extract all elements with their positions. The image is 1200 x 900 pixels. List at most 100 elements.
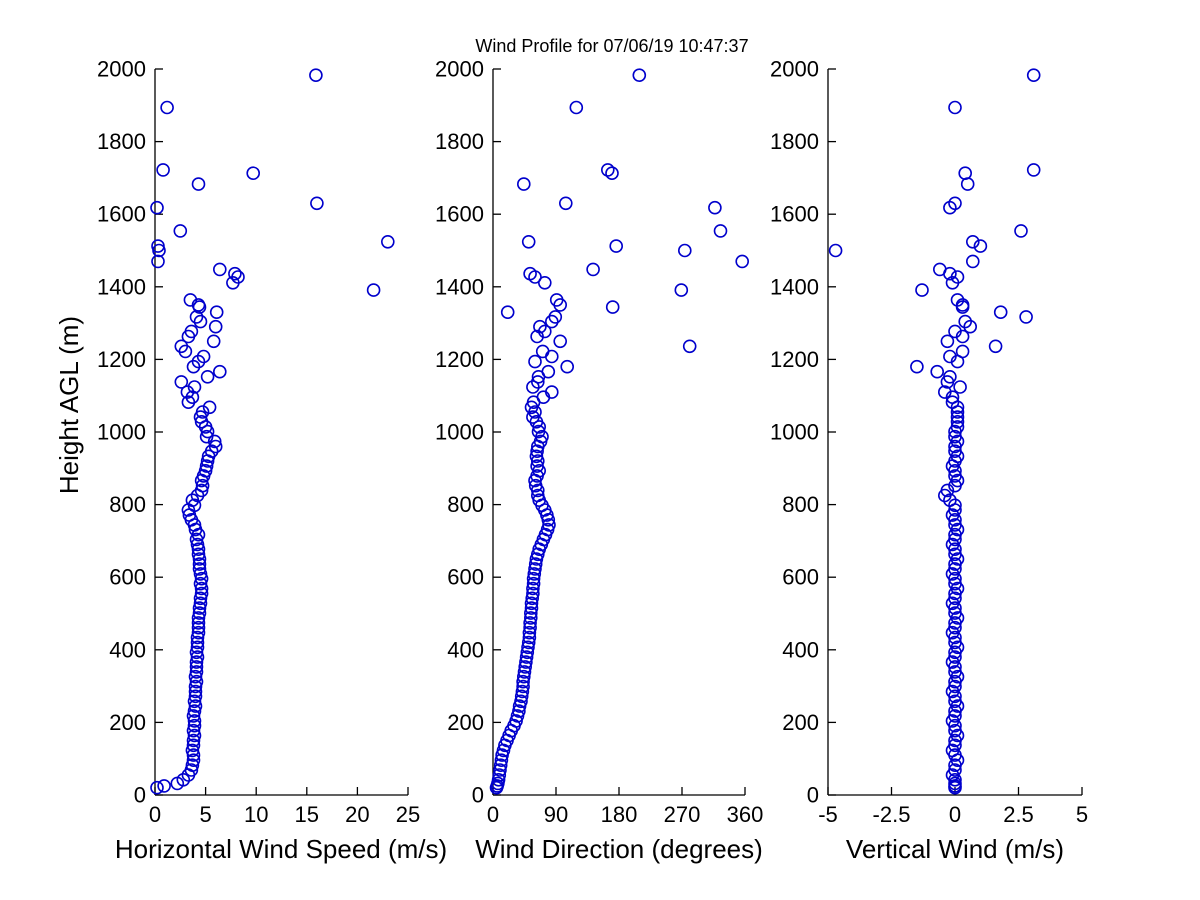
chart-title: Wind Profile for 07/06/19 10:47:37 <box>475 36 748 56</box>
data-point <box>191 354 206 369</box>
data-point <box>950 414 965 429</box>
data-point <box>948 498 962 513</box>
data-point <box>948 763 962 777</box>
data-point <box>493 758 508 773</box>
data-point <box>208 439 223 454</box>
y-axis-label: Height AGL (m) <box>54 316 84 494</box>
data-point <box>677 243 692 258</box>
data-point <box>948 469 962 483</box>
data-point <box>188 684 203 699</box>
data-point <box>192 562 207 576</box>
data-point <box>948 776 962 791</box>
data-point <box>735 254 750 269</box>
data-point <box>943 349 957 364</box>
y-tick-label: 1600 <box>770 202 819 227</box>
data-point <box>187 694 202 709</box>
data-point <box>156 163 170 177</box>
data-point <box>910 359 924 374</box>
data-point <box>558 196 573 211</box>
y-tick-label: 800 <box>109 492 146 517</box>
data-point <box>523 606 538 620</box>
data-point <box>184 324 199 339</box>
y-tick-label: 200 <box>447 710 484 735</box>
data-point <box>493 763 507 777</box>
y-tick-label: 1800 <box>435 129 484 154</box>
y-tick-label: 1600 <box>435 202 484 227</box>
data-point <box>173 224 188 238</box>
data-point <box>191 177 206 191</box>
data-point <box>185 390 200 405</box>
data-point <box>560 359 575 374</box>
data-point <box>194 581 209 596</box>
data-point <box>528 478 543 493</box>
data-point <box>151 239 165 253</box>
data-point <box>191 620 206 635</box>
data-point <box>187 728 202 743</box>
data-point <box>191 616 206 630</box>
x-tick-label: -2.5 <box>873 802 911 827</box>
data-point <box>948 532 962 547</box>
data-point <box>189 660 204 674</box>
data-point <box>190 650 205 664</box>
x-tick-label: 2.5 <box>1003 802 1034 827</box>
data-point <box>174 375 189 389</box>
y-tick-label: 2000 <box>770 57 819 82</box>
data-point <box>186 723 201 738</box>
data-point <box>191 547 206 562</box>
data-point <box>196 349 211 364</box>
y-tick-label: 1000 <box>97 420 146 445</box>
data-point <box>192 552 207 566</box>
data-point <box>586 262 600 277</box>
x-tick-label: 25 <box>396 802 420 827</box>
data-point <box>950 420 965 434</box>
x-tick-label: 0 <box>487 802 499 827</box>
y-tick-label: 400 <box>782 637 819 662</box>
x-tick-label: 180 <box>601 802 638 827</box>
data-point <box>948 665 962 679</box>
data-point <box>523 616 537 630</box>
data-point <box>533 319 547 334</box>
data-point <box>530 488 545 503</box>
data-point <box>186 738 201 753</box>
data-point <box>537 324 552 339</box>
data-point <box>943 369 957 384</box>
data-point <box>1019 310 1033 324</box>
data-point <box>194 571 209 586</box>
data-point <box>948 650 962 664</box>
data-point <box>526 571 541 586</box>
data-point <box>185 758 200 773</box>
data-point <box>524 596 539 611</box>
data-point <box>514 689 529 704</box>
data-point <box>519 655 533 669</box>
x-tick-label: 10 <box>244 802 268 827</box>
y-tick-label: 1400 <box>770 274 819 299</box>
data-point <box>491 772 506 787</box>
data-point <box>609 239 624 253</box>
y-tick-label: 1800 <box>97 129 146 154</box>
data-point <box>948 723 962 738</box>
y-tick-label: 600 <box>447 565 484 590</box>
data-point <box>310 196 324 211</box>
x-axis-label-wind-direction: Wind Direction (degrees) <box>475 834 763 864</box>
data-point <box>544 349 559 364</box>
data-point <box>530 375 545 389</box>
data-point <box>948 444 962 459</box>
data-point <box>500 305 515 320</box>
data-point <box>187 718 202 733</box>
data-point <box>516 674 530 689</box>
data-point <box>193 596 208 611</box>
y-tick-label: 2000 <box>435 57 484 82</box>
data-point <box>187 714 202 728</box>
data-point <box>150 780 164 795</box>
data-point <box>188 669 203 684</box>
data-point <box>948 429 962 444</box>
data-point <box>521 640 535 655</box>
data-point <box>208 319 223 334</box>
data-point <box>184 763 199 777</box>
data-point <box>189 674 204 689</box>
data-point <box>528 354 542 369</box>
data-point <box>192 606 207 620</box>
data-point <box>194 483 209 498</box>
y-tick-label: 1200 <box>435 347 484 372</box>
